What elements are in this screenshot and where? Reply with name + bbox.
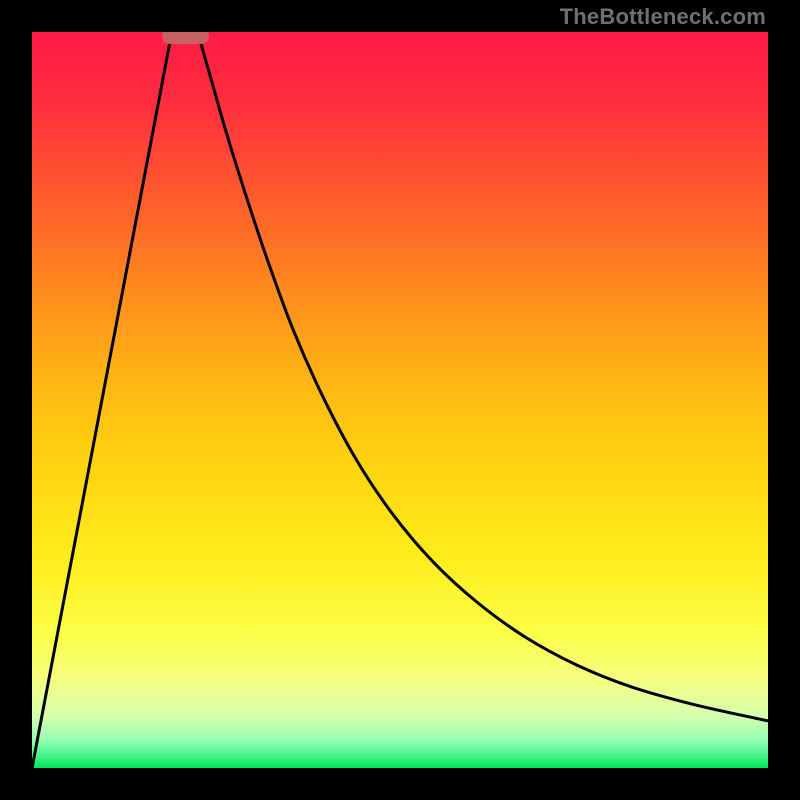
left-line-path [32, 32, 172, 768]
right-curve-path [198, 32, 768, 721]
curves-svg [32, 32, 768, 768]
chart-frame: TheBottleneck.com [0, 0, 800, 800]
watermark-text: TheBottleneck.com [560, 4, 766, 30]
bottleneck-marker [162, 32, 209, 44]
plot-area [32, 32, 768, 768]
